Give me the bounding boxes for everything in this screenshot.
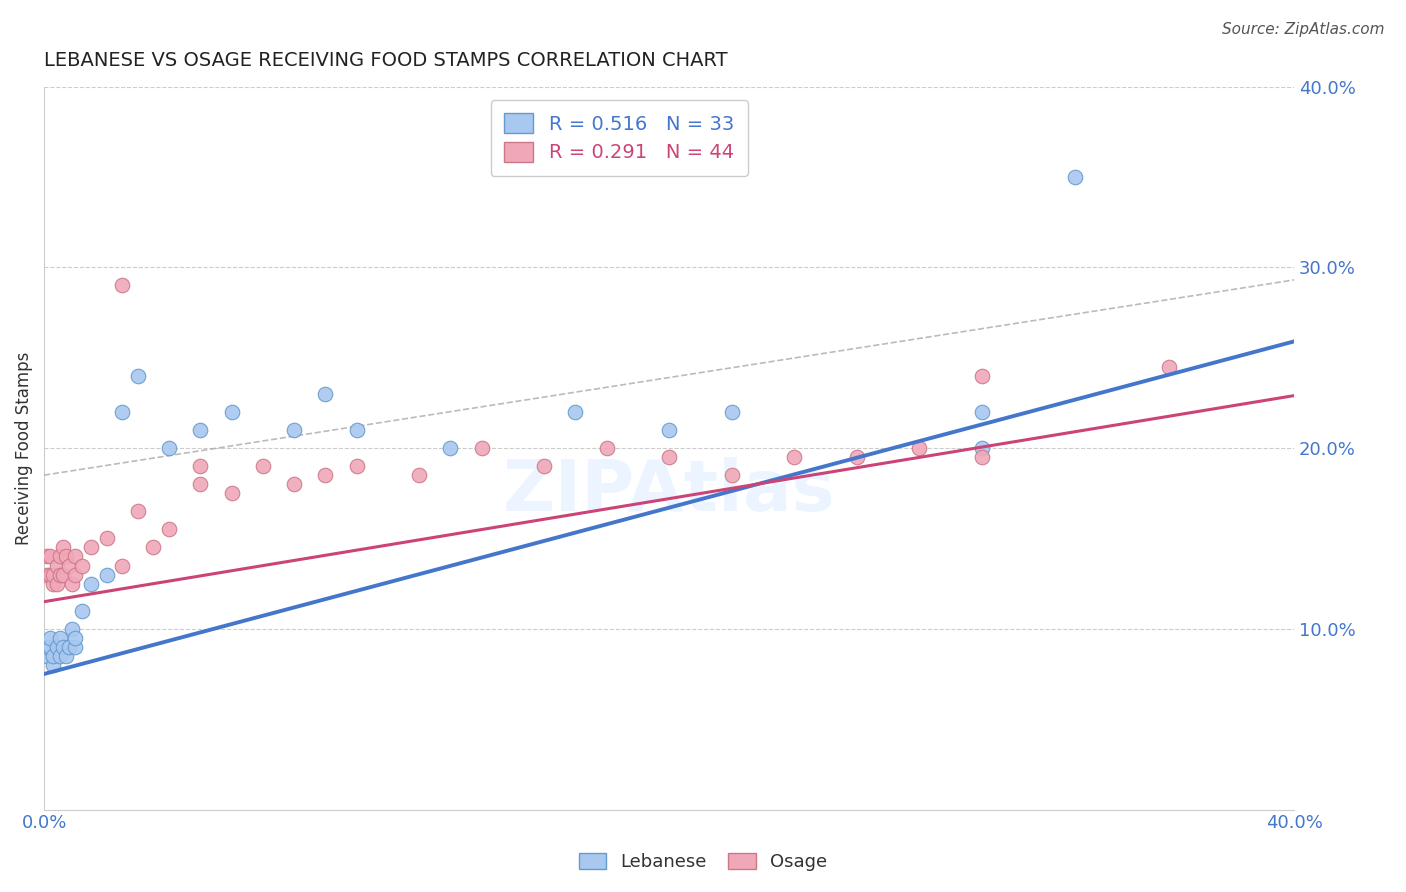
Point (42, 567, 65, 582)
Point (127, 504, 149, 518)
Point (45, 640, 67, 654)
Point (42, 648, 65, 663)
Point (439, 441, 461, 455)
Point (970, 368, 993, 383)
Point (42, 657, 65, 672)
Point (471, 441, 494, 455)
Point (111, 278, 134, 293)
Point (39, 640, 62, 654)
Point (96, 567, 118, 582)
Point (58, 640, 80, 654)
Point (52, 640, 75, 654)
Point (190, 459, 212, 474)
Point (720, 468, 742, 483)
Legend: Lebanese, Osage: Lebanese, Osage (572, 846, 834, 879)
Point (845, 450, 868, 464)
Point (970, 441, 993, 455)
Point (533, 459, 555, 474)
Point (221, 405, 243, 419)
Text: ZIPAtlas: ZIPAtlas (503, 457, 835, 526)
Point (346, 423, 368, 437)
Point (80, 576, 103, 591)
Point (80, 541, 103, 555)
Point (70, 558, 93, 573)
Point (127, 368, 149, 383)
Point (157, 441, 180, 455)
Point (190, 477, 212, 491)
Point (52, 541, 75, 555)
Point (221, 486, 243, 500)
Point (252, 459, 274, 474)
Point (314, 386, 336, 401)
Point (283, 477, 305, 491)
Point (37, 640, 59, 654)
Point (37, 648, 59, 663)
Point (60, 576, 83, 591)
Point (111, 558, 134, 573)
Point (720, 405, 742, 419)
Point (39, 549, 62, 564)
Point (37, 567, 59, 582)
Point (42, 576, 65, 591)
Point (658, 423, 681, 437)
Point (60, 622, 83, 636)
Point (70, 604, 93, 618)
Point (157, 522, 180, 536)
Point (970, 405, 993, 419)
Point (1064, 169, 1087, 184)
Point (65, 631, 87, 645)
Point (48, 631, 70, 645)
Point (408, 468, 430, 483)
Point (39, 567, 62, 582)
Point (65, 549, 87, 564)
Point (45, 576, 67, 591)
Point (48, 549, 70, 564)
Point (142, 541, 165, 555)
Point (58, 558, 80, 573)
Point (48, 567, 70, 582)
Point (52, 567, 75, 582)
Point (595, 441, 617, 455)
Point (65, 640, 87, 654)
Point (55, 648, 77, 663)
Point (96, 532, 118, 546)
Point (190, 423, 212, 437)
Point (39, 631, 62, 645)
Point (658, 450, 681, 464)
Text: Source: ZipAtlas.com: Source: ZipAtlas.com (1222, 22, 1385, 37)
Point (1159, 359, 1181, 374)
Point (55, 549, 77, 564)
Point (783, 450, 806, 464)
Text: LEBANESE VS OSAGE RECEIVING FOOD STAMPS CORRELATION CHART: LEBANESE VS OSAGE RECEIVING FOOD STAMPS … (44, 51, 728, 70)
Point (314, 468, 336, 483)
Legend: R = 0.516   N = 33, R = 0.291   N = 44: R = 0.516 N = 33, R = 0.291 N = 44 (491, 100, 748, 176)
Point (37, 549, 59, 564)
Point (111, 405, 134, 419)
Point (283, 423, 305, 437)
Point (45, 558, 67, 573)
Point (65, 567, 87, 582)
Point (970, 450, 993, 464)
Point (908, 441, 931, 455)
Point (48, 648, 70, 663)
Y-axis label: Receiving Food Stamps: Receiving Food Stamps (15, 351, 32, 545)
Point (564, 405, 586, 419)
Point (346, 459, 368, 474)
